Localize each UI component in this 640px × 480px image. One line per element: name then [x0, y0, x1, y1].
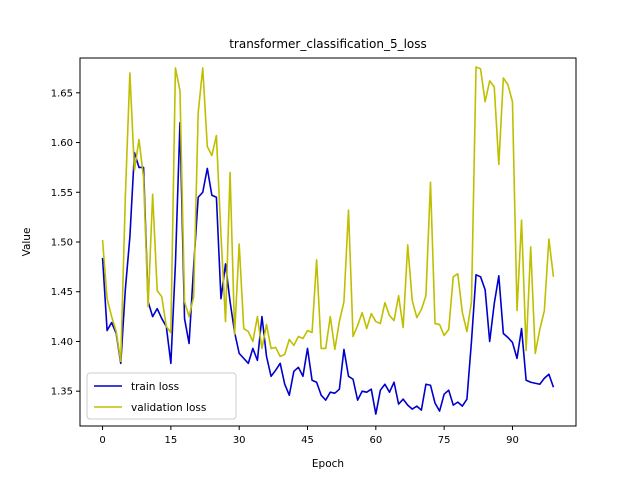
series-line-train-loss — [101, 121, 555, 415]
x-tick-label: 15 — [164, 435, 177, 446]
y-tick-label: 1.50 — [51, 238, 73, 249]
y-tick-label: 1.40 — [51, 337, 73, 348]
legend-label-train-loss: train loss — [131, 381, 179, 393]
y-tick-label: 1.65 — [51, 88, 73, 99]
chart-title: transformer_classification_5_loss — [229, 37, 427, 51]
plot-lines — [101, 66, 555, 415]
x-axis-ticks: 0 15 30 45 60 75 90 — [99, 426, 519, 446]
plot-frame — [79, 57, 577, 427]
x-tick-label: 60 — [369, 435, 382, 446]
y-tick-label: 1.35 — [51, 387, 73, 398]
x-tick-label: 75 — [438, 435, 451, 446]
y-axis-ticks: 1.35 1.40 1.45 1.50 1.55 1.60 1.65 — [51, 88, 80, 398]
y-tick-label: 1.55 — [51, 188, 73, 199]
x-tick-label: 0 — [99, 435, 105, 446]
x-axis-label: Epoch — [312, 458, 344, 470]
x-tick-label: 90 — [506, 435, 519, 446]
legend-box — [86, 372, 237, 420]
y-tick-label: 1.60 — [51, 138, 73, 149]
series-line-validation-loss — [101, 66, 555, 363]
y-tick-label: 1.45 — [51, 287, 73, 298]
x-tick-label: 30 — [233, 435, 246, 446]
x-tick-label: 45 — [301, 435, 314, 446]
legend: train loss validation loss — [86, 372, 237, 420]
legend-label-validation-loss: validation loss — [131, 402, 206, 414]
y-axis-label: Value — [21, 228, 33, 257]
